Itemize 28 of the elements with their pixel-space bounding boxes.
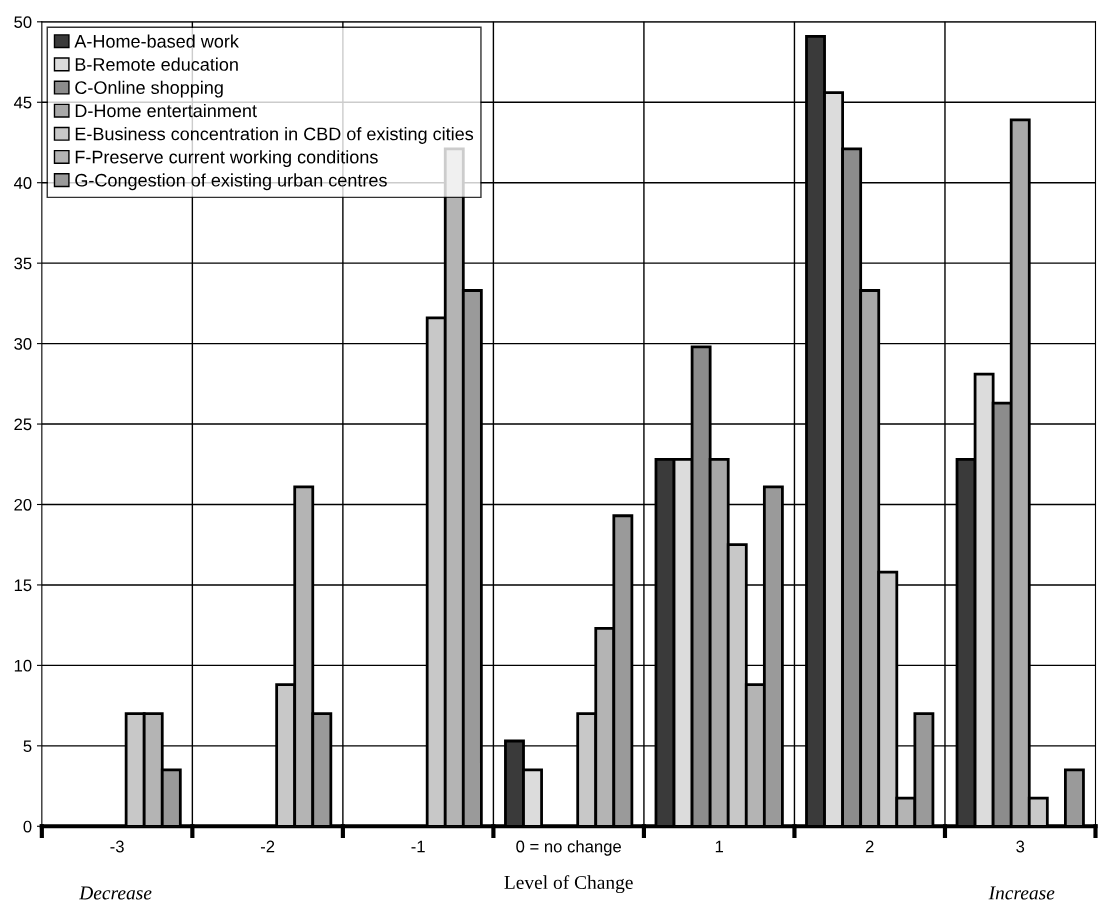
y-tick-label: 40 bbox=[13, 177, 32, 189]
text: Increase bbox=[988, 886, 1055, 900]
x-tick-label: -3 bbox=[110, 840, 124, 853]
x-axis-title: Level of Change bbox=[504, 875, 633, 894]
legend-label: A-Home-based work bbox=[74, 34, 239, 48]
legend-label: E-Business concentration in CBD of existing cities bbox=[75, 127, 474, 144]
y-tick-label: 25 bbox=[14, 418, 32, 431]
y-tick-label: 0 bbox=[23, 820, 32, 833]
legend-label: F-Preserve current working conditions bbox=[75, 150, 378, 168]
x-tick-label: 0 = no change bbox=[516, 840, 621, 856]
y-tick-label: 30 bbox=[14, 338, 32, 350]
x-tick-label: 2 bbox=[865, 840, 874, 853]
y-tick-label: 5 bbox=[23, 740, 32, 753]
x-tick-label: 3 bbox=[1016, 840, 1025, 853]
y-tick-label: 10 bbox=[14, 659, 32, 672]
y-tick-label: 35 bbox=[14, 257, 32, 270]
y-tick-label: 15 bbox=[14, 579, 32, 592]
y-tick-label: 45 bbox=[13, 96, 32, 109]
legend-label: G-Congestion of existing urban centres bbox=[75, 173, 387, 191]
x-tick-label: -2 bbox=[260, 840, 275, 853]
y-tick-label: 20 bbox=[14, 498, 32, 511]
y-tick-label: 50 bbox=[14, 16, 32, 29]
x-tick-label: -1 bbox=[411, 840, 425, 853]
legend-label: D-Home entertainment bbox=[75, 103, 257, 118]
legend-label: C-Online shopping bbox=[75, 80, 223, 98]
text: Decrease bbox=[79, 886, 152, 900]
x-tick-label: 1 bbox=[715, 840, 724, 853]
legend-label: B-Remote education bbox=[75, 57, 238, 71]
